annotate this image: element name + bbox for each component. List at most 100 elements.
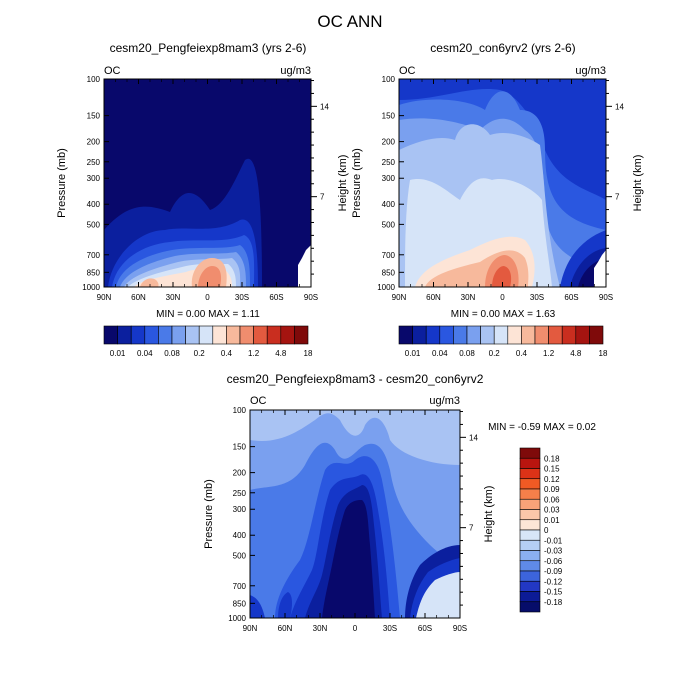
colorbar-box (117, 325, 132, 345)
colorbar-label: -0.01 (544, 536, 563, 545)
y-tick-label: 200 (382, 138, 396, 147)
panel-1-colorbar: 0.01 0.04 0.08 0.2 0.4 1.2 4.8 18 (103, 325, 313, 358)
y-tick-label: 300 (87, 174, 101, 183)
y-tick-label: 200 (233, 469, 247, 478)
colorbar-label: 18 (599, 349, 608, 358)
colorbar-box (453, 325, 468, 345)
colorbar-box (130, 325, 146, 345)
height-tick-label: 14 (469, 433, 478, 442)
y-tick-label: 250 (382, 158, 396, 167)
colorbar-box (507, 325, 522, 345)
colorbar-label: 0.08 (459, 349, 475, 358)
y-tick-label: 200 (87, 138, 101, 147)
colorbar-box (158, 325, 173, 345)
y-tick-label: 850 (382, 268, 396, 277)
x-tick-label: 60N (131, 293, 146, 302)
panel-1-axes: 90N 60N 30N 0 30S 60S 90S 100 150 200 250 300 400 500… (82, 75, 329, 302)
colorbar-box (466, 325, 481, 345)
colorbar-box (519, 509, 541, 521)
colorbar-box (519, 591, 541, 603)
panel-2-left-label: OC (399, 65, 416, 77)
panel-1-ylabel: Pressure (mb) (56, 148, 68, 218)
colorbar-label: 0.04 (137, 349, 153, 358)
page-title: OC ANN (317, 12, 383, 31)
colorbar-box (519, 570, 541, 582)
colorbar-box (280, 325, 295, 345)
colorbar-label: 0.2 (194, 349, 206, 358)
y-tick-label: 400 (233, 531, 247, 540)
y-tick-label: 850 (233, 599, 247, 608)
height-tick-label: 7 (469, 524, 474, 533)
y-tick-label: 700 (87, 251, 101, 260)
colorbar-box (171, 325, 186, 345)
colorbar-label: 1.2 (248, 349, 260, 358)
panel-1-left-label: OC (104, 65, 121, 77)
colorbar-box (548, 325, 563, 345)
colorbar-box (294, 325, 309, 345)
colorbar-box (519, 529, 541, 541)
colorbar-box (519, 580, 541, 592)
colorbar-label: 0.09 (544, 485, 560, 494)
colorbar-box (519, 560, 541, 572)
panel-3-colorbar: 0.180.150.120.090.060.030.010-0.01-0.03-… (519, 447, 563, 613)
colorbar-label: -0.18 (544, 598, 563, 607)
colorbar-label: 0.4 (221, 349, 233, 358)
colorbar-label: 18 (304, 349, 313, 358)
y-tick-label: 400 (87, 200, 101, 209)
panel-3: cesm20_Pengfeiexp8mam3 - cesm20_con6yrv2… (203, 372, 596, 633)
colorbar-label: -0.06 (544, 557, 563, 566)
colorbar-box (519, 468, 541, 480)
colorbar-box (519, 488, 541, 500)
panel-2-right-label: ug/m3 (575, 65, 606, 77)
colorbar-label: 1.2 (543, 349, 555, 358)
colorbar-label: 0.15 (544, 465, 560, 474)
colorbar-box (519, 478, 541, 490)
colorbar-box (575, 325, 590, 345)
colorbar-box (185, 325, 200, 345)
y-tick-label: 700 (382, 251, 396, 260)
height-tick-label: 7 (320, 193, 325, 202)
panel-3-contours (250, 410, 460, 618)
colorbar-box (266, 325, 282, 345)
x-tick-label: 0 (205, 293, 210, 302)
x-tick-label: 60N (278, 624, 293, 633)
colorbar-box (534, 325, 549, 345)
colorbar-box (519, 457, 541, 469)
panel-2-title: cesm20_con6yrv2 (yrs 2-6) (430, 41, 575, 55)
colorbar-box (519, 539, 541, 551)
panel-2: cesm20_con6yrv2 (yrs 2-6) OC ug/m3 Press… (351, 41, 644, 358)
colorbar-label: 4.8 (275, 349, 287, 358)
y-tick-label: 150 (382, 112, 396, 121)
panel-1-right-label: ug/m3 (280, 65, 311, 77)
colorbar-label: 4.8 (570, 349, 582, 358)
y-tick-label: 150 (233, 443, 247, 452)
y-tick-label: 1000 (228, 614, 246, 623)
x-tick-label: 60S (564, 293, 578, 302)
colorbar-box (239, 325, 254, 345)
colorbar-label: 0.12 (544, 475, 560, 484)
panel-2-contours (399, 79, 606, 287)
height-tick-label: 7 (615, 193, 620, 202)
y-tick-label: 150 (87, 112, 101, 121)
colorbar-box (398, 325, 413, 345)
panel-1: cesm20_Pengfeiexp8mam3 (yrs 2-6) OC ug/m… (56, 41, 349, 358)
colorbar-box (226, 325, 241, 345)
colorbar-label: -0.15 (544, 588, 563, 597)
colorbar-label: 0.2 (489, 349, 501, 358)
panel-2-ylabel-right: Height (km) (632, 155, 644, 212)
y-tick-label: 250 (233, 489, 247, 498)
colorbar-label: 0.18 (544, 454, 560, 463)
x-tick-label: 90S (304, 293, 318, 302)
y-tick-label: 500 (87, 220, 101, 229)
y-tick-label: 500 (382, 220, 396, 229)
x-tick-label: 90N (392, 293, 407, 302)
panel-1-contours (104, 79, 311, 287)
y-tick-label: 300 (233, 505, 247, 514)
panel-1-title: cesm20_Pengfeiexp8mam3 (yrs 2-6) (110, 41, 307, 55)
panel-3-ylabel: Pressure (mb) (203, 479, 215, 549)
x-tick-label: 0 (353, 624, 358, 633)
y-tick-label: 400 (382, 200, 396, 209)
colorbar-box (589, 325, 604, 345)
panel-3-axes: 90N 60N 30N 0 30S 60S 90S 100 150 200 250 300 400 500… (228, 406, 478, 633)
